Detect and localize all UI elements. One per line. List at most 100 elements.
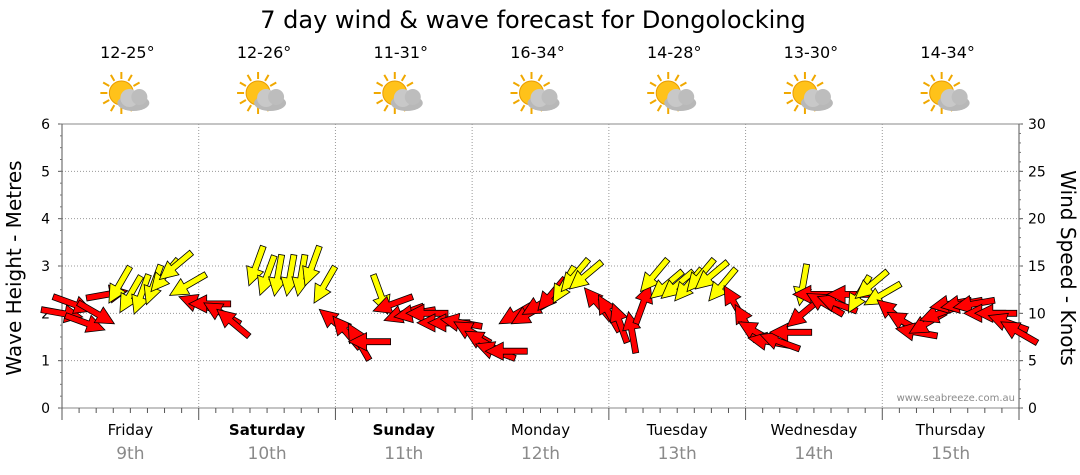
- wind-arrow-shape: [372, 293, 415, 314]
- wind-arrow: [108, 264, 134, 304]
- wind-arrow-shape: [313, 264, 339, 304]
- grid: [61, 123, 1020, 409]
- day-name: Monday: [511, 421, 570, 439]
- wind-arrow-shape: [75, 299, 116, 325]
- sun-ray: [679, 81, 687, 87]
- sun-ray: [376, 99, 384, 105]
- sun-ray: [793, 104, 799, 112]
- sun-ray: [383, 74, 389, 82]
- sun-ray: [520, 74, 526, 82]
- cloud-puff: [951, 89, 968, 105]
- wind-arrow: [952, 294, 996, 314]
- cloud-puff: [404, 89, 421, 105]
- wind-arrow: [131, 273, 152, 315]
- wind-arrow-shape: [568, 259, 605, 290]
- sun-ray: [793, 74, 799, 82]
- wind-arrow-shape: [484, 341, 528, 361]
- day-name: Thursday: [915, 421, 986, 439]
- wind-arrow-shape: [863, 280, 903, 306]
- x-axis-labels: Friday 9th Saturday 10th Sunday 11th Monday 12t…: [108, 421, 986, 464]
- y-right-tick-label: 0: [1028, 401, 1037, 417]
- sun-ray: [930, 74, 936, 82]
- y-left-tick-label: 3: [41, 259, 50, 275]
- sun-ray: [102, 81, 110, 87]
- wind-arrow-shape: [302, 244, 323, 287]
- sun-ray: [376, 81, 384, 87]
- wind-arrow-shape: [759, 331, 802, 353]
- sun-ray: [246, 74, 252, 82]
- wind-arrow: [768, 322, 813, 342]
- sun-ray: [109, 74, 116, 82]
- sun-cloud-icon: [373, 72, 423, 114]
- wind-arrow-shape: [854, 268, 890, 299]
- y-left-tick-label: 0: [41, 401, 50, 417]
- wind-arrow: [405, 303, 449, 323]
- wind-arrow: [863, 280, 903, 306]
- y-right-tick-label: 30: [1028, 117, 1046, 133]
- cloud-puff: [541, 89, 558, 105]
- sun-ray: [543, 81, 551, 87]
- wind-arrow-shape: [632, 283, 653, 326]
- y-right-tick-label: 15: [1028, 259, 1046, 275]
- day-temp: 16-34°: [510, 43, 565, 62]
- sun-ray: [264, 74, 270, 82]
- wind-arrow-shape: [639, 256, 671, 293]
- wind-arrow: [302, 244, 323, 287]
- sun-ray: [649, 81, 657, 87]
- day-name: Friday: [108, 421, 154, 439]
- day-name: Tuesday: [646, 421, 708, 439]
- day-date: 11th: [384, 444, 423, 464]
- wind-arrows: [40, 244, 1040, 362]
- y-left-tick-label: 2: [41, 306, 50, 322]
- sun-cloud-icon: [783, 72, 833, 114]
- wind-arrow: [158, 249, 195, 281]
- wind-arrow-shape: [108, 264, 134, 304]
- wind-arrow-shape: [216, 308, 252, 340]
- y-left-tick-label: 6: [41, 117, 50, 133]
- sun-ray: [269, 81, 277, 87]
- day-temp: 14-34°: [920, 43, 975, 62]
- sun-ray: [786, 81, 794, 87]
- sun-ray: [246, 104, 252, 112]
- cloud-puff: [814, 89, 831, 105]
- day-date: 13th: [658, 444, 697, 464]
- day-name: Saturday: [229, 421, 306, 439]
- wind-arrow: [313, 264, 339, 304]
- sun-ray: [537, 74, 543, 82]
- sun-ray: [383, 104, 389, 112]
- day-name: Sunday: [373, 421, 436, 439]
- sun-ray: [512, 81, 520, 87]
- sun-ray: [922, 81, 931, 87]
- wind-arrow: [694, 259, 730, 290]
- sun-ray: [656, 74, 663, 82]
- day-date: 9th: [116, 444, 144, 464]
- axes: 0 1 2 3 4 5 6 0 5 10 15 20 25 30: [41, 117, 1046, 420]
- y-axis-left-label: Wave Height - Metres: [2, 160, 26, 375]
- sun-ray: [520, 104, 526, 112]
- day-temp: 12-26°: [237, 43, 292, 62]
- wind-arrow: [632, 283, 653, 326]
- wind-arrow: [609, 302, 631, 345]
- y-axis-right-label: Wind Speed - Knots: [1056, 170, 1080, 366]
- day-date: 15th: [931, 444, 970, 464]
- day-date: 10th: [248, 444, 287, 464]
- day-temp: 11-31°: [374, 43, 429, 62]
- y-right-tick-label: 5: [1028, 354, 1037, 370]
- wind-arrow: [568, 259, 605, 290]
- day-temp: 13-30°: [784, 43, 839, 62]
- sun-ray: [674, 74, 680, 82]
- sun-ray: [786, 99, 794, 105]
- weather-row: 12-25° 12-26° 11-31° 16-34° 14-28° 13-30° 14-3…: [100, 43, 975, 114]
- wind-arrow-shape: [405, 303, 449, 323]
- wind-arrow-shape: [246, 244, 267, 287]
- wind-arrow: [484, 341, 528, 361]
- cloud-puff: [131, 89, 148, 105]
- sun-cloud-icon: [100, 72, 150, 114]
- wind-arrow: [63, 312, 106, 333]
- wind-arrow: [639, 256, 671, 293]
- sun-cloud-icon: [237, 72, 287, 114]
- sun-cloud-icon: [510, 72, 560, 114]
- wind-arrow: [168, 271, 209, 296]
- wind-arrow-shape: [1000, 321, 1040, 346]
- y-right-tick-label: 20: [1028, 212, 1046, 228]
